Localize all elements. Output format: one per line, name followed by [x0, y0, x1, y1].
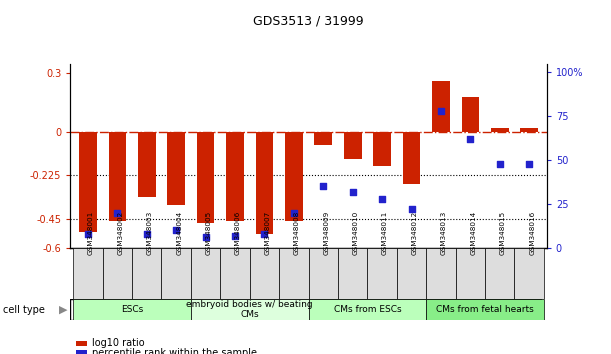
Text: GSM348006: GSM348006 [235, 211, 241, 256]
Point [171, 227, 181, 233]
Bar [344, 132, 362, 159]
Text: GSM348004: GSM348004 [176, 211, 182, 256]
Text: GDS3513 / 31999: GDS3513 / 31999 [253, 14, 364, 27]
Point [112, 210, 122, 216]
Bar [403, 132, 420, 184]
Text: ESCs: ESCs [121, 305, 143, 314]
Text: GSM348015: GSM348015 [500, 211, 506, 256]
Bar [79, 132, 97, 232]
Text: log10 ratio: log10 ratio [92, 338, 144, 348]
FancyBboxPatch shape [250, 248, 279, 299]
Text: GSM348014: GSM348014 [470, 211, 477, 256]
FancyBboxPatch shape [514, 248, 544, 299]
Text: ▶: ▶ [59, 305, 67, 315]
FancyBboxPatch shape [338, 248, 367, 299]
Text: GSM348016: GSM348016 [529, 211, 535, 256]
Point [318, 184, 328, 189]
Point [200, 234, 210, 240]
Text: GSM348005: GSM348005 [205, 211, 211, 256]
FancyBboxPatch shape [309, 248, 338, 299]
Bar [138, 132, 156, 198]
Point [524, 161, 534, 166]
Text: GSM348010: GSM348010 [353, 211, 359, 256]
Text: GSM348007: GSM348007 [265, 211, 271, 256]
Text: GSM348013: GSM348013 [441, 211, 447, 256]
Text: percentile rank within the sample: percentile rank within the sample [92, 348, 257, 354]
Bar [285, 132, 302, 221]
Bar [197, 132, 214, 223]
Bar [491, 128, 508, 132]
FancyBboxPatch shape [161, 248, 191, 299]
Point [260, 231, 269, 236]
FancyBboxPatch shape [397, 248, 426, 299]
Point [436, 108, 446, 114]
Point [348, 189, 357, 195]
FancyBboxPatch shape [132, 248, 161, 299]
FancyBboxPatch shape [279, 248, 309, 299]
FancyBboxPatch shape [73, 248, 103, 299]
Point [83, 231, 93, 236]
FancyBboxPatch shape [456, 248, 485, 299]
Text: GSM348002: GSM348002 [117, 211, 123, 256]
FancyBboxPatch shape [309, 299, 426, 320]
Bar [255, 132, 273, 234]
FancyBboxPatch shape [426, 248, 456, 299]
Text: embryoid bodies w/ beating
CMs: embryoid bodies w/ beating CMs [186, 300, 313, 319]
Bar [521, 128, 538, 132]
Bar [315, 132, 332, 145]
Point [142, 231, 152, 236]
Text: GSM348001: GSM348001 [88, 211, 94, 256]
FancyBboxPatch shape [367, 248, 397, 299]
Bar [461, 97, 479, 132]
Bar [226, 132, 244, 221]
Point [289, 210, 299, 216]
Text: GSM348009: GSM348009 [323, 211, 329, 256]
Point [466, 136, 475, 142]
Text: GSM348008: GSM348008 [294, 211, 300, 256]
Point [377, 196, 387, 201]
FancyBboxPatch shape [191, 248, 221, 299]
Bar [432, 81, 450, 132]
FancyBboxPatch shape [485, 248, 514, 299]
Bar [167, 132, 185, 205]
Point [407, 206, 417, 212]
Text: CMs from ESCs: CMs from ESCs [334, 305, 401, 314]
Text: GSM348003: GSM348003 [147, 211, 153, 256]
FancyBboxPatch shape [76, 350, 87, 354]
FancyBboxPatch shape [76, 341, 87, 346]
FancyBboxPatch shape [103, 248, 132, 299]
Point [230, 233, 240, 238]
FancyBboxPatch shape [191, 299, 309, 320]
Text: CMs from fetal hearts: CMs from fetal hearts [436, 305, 534, 314]
FancyBboxPatch shape [73, 299, 191, 320]
Text: GSM348011: GSM348011 [382, 211, 388, 256]
Text: cell type: cell type [3, 305, 45, 315]
Point [495, 161, 505, 166]
Bar [373, 132, 391, 166]
Text: GSM348012: GSM348012 [412, 211, 417, 256]
FancyBboxPatch shape [426, 299, 544, 320]
Bar [109, 132, 126, 221]
FancyBboxPatch shape [221, 248, 250, 299]
